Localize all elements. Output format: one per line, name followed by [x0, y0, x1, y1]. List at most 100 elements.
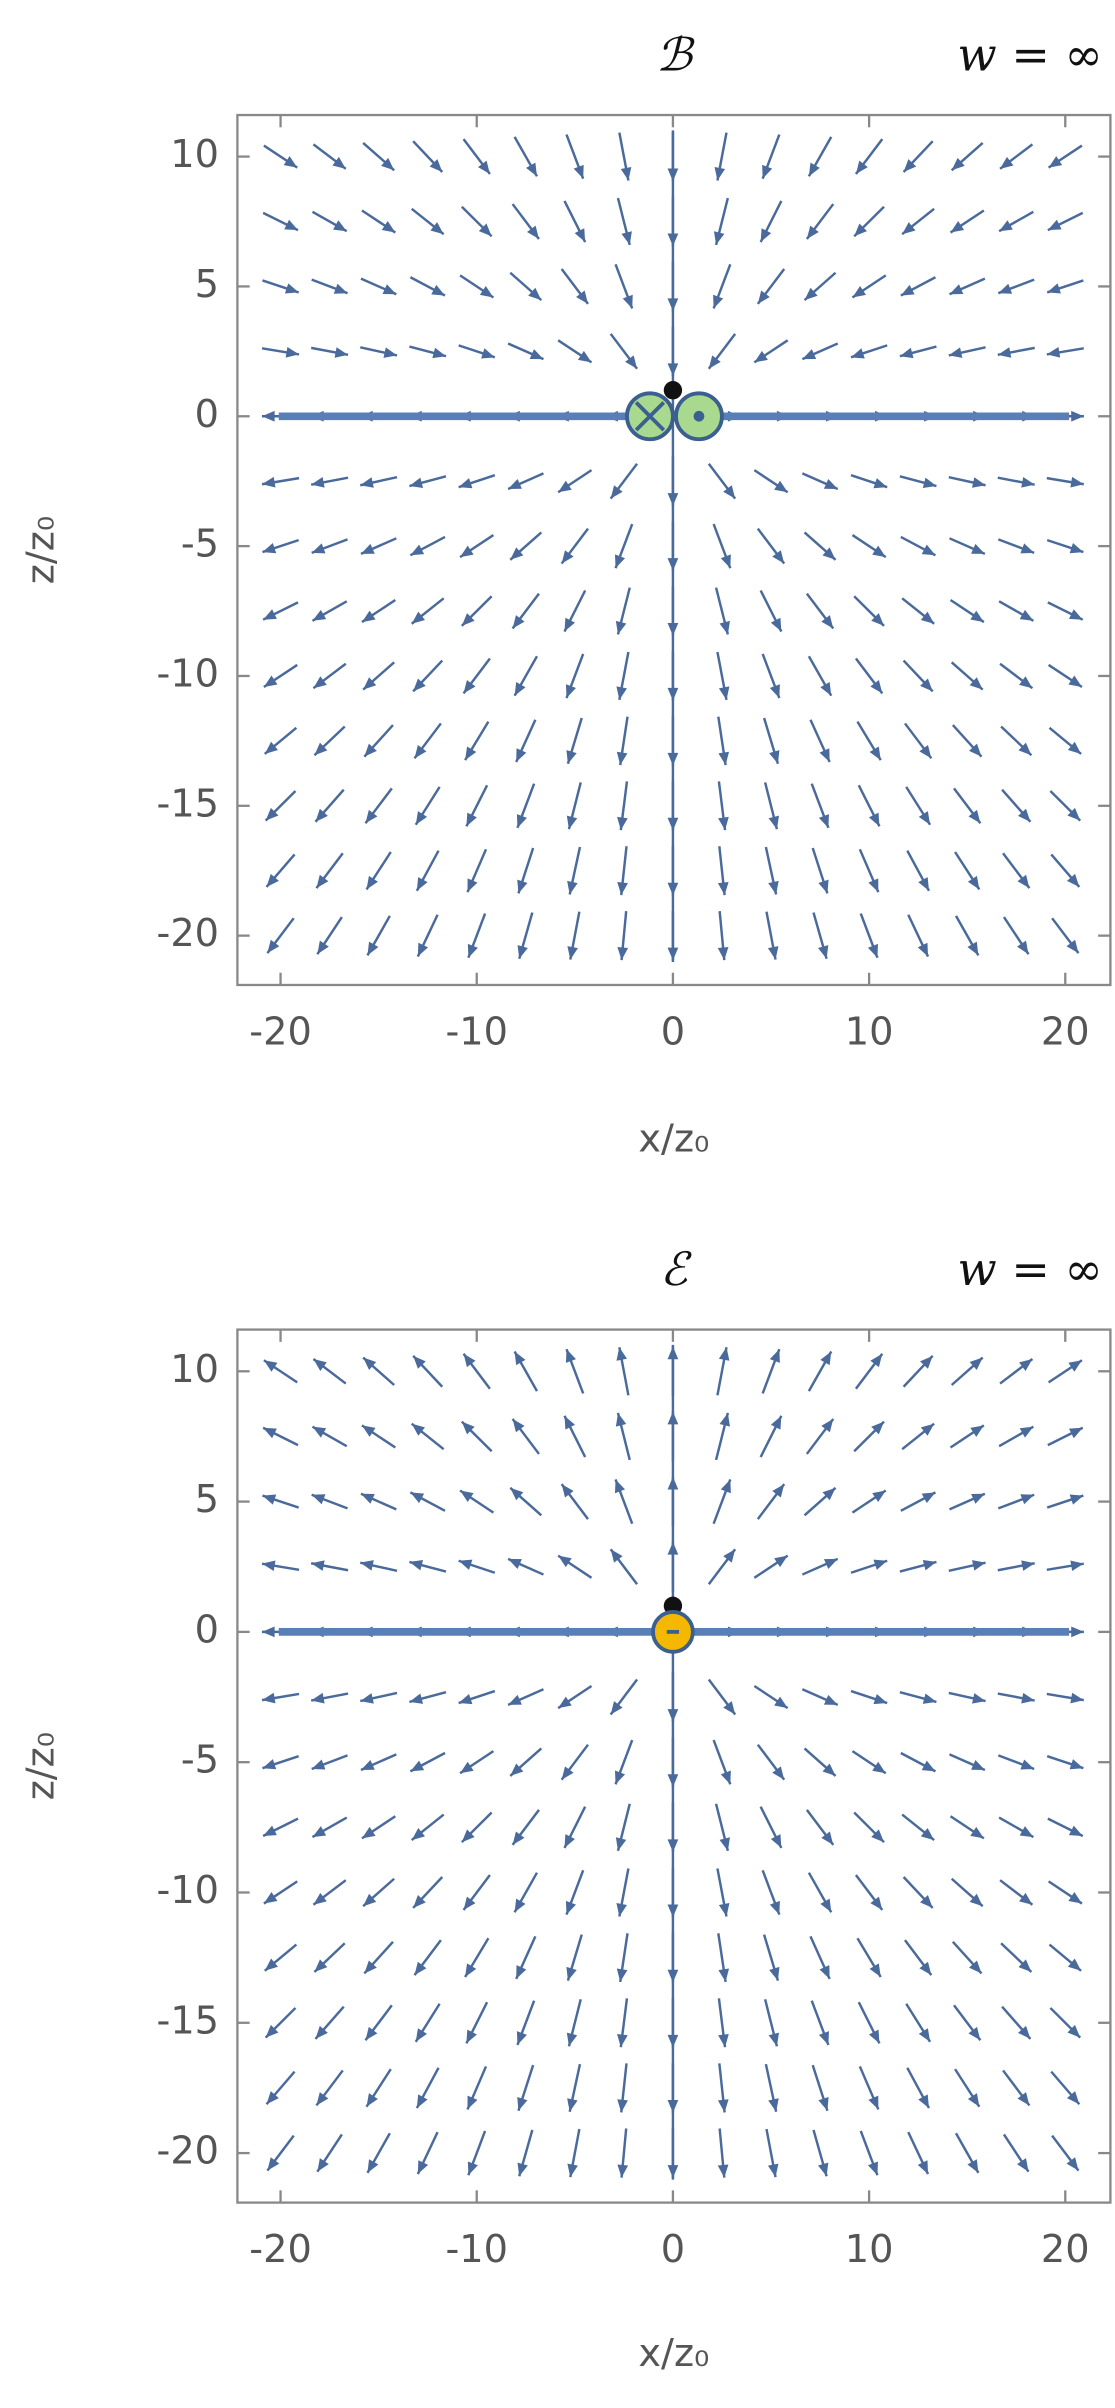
- arrow-head: [512, 615, 525, 629]
- arrow-head: [1071, 1626, 1084, 1638]
- arrow-head: [1019, 676, 1033, 689]
- arrow-head: [808, 162, 820, 177]
- arrow-head: [920, 1895, 933, 1908]
- arrow-head: [718, 816, 729, 831]
- arrow-head: [1017, 2158, 1029, 2172]
- arrow-head: [479, 285, 494, 298]
- arrow-head: [567, 880, 578, 895]
- arrow-head: [769, 1900, 780, 1915]
- arrow-head: [284, 283, 299, 294]
- arrow-head: [508, 1558, 522, 1569]
- x-tick-label: 0: [661, 1009, 685, 1054]
- arrow-head: [576, 290, 589, 304]
- arrow-head: [415, 811, 428, 825]
- arrow-head: [616, 1968, 628, 1982]
- arrow-head: [481, 348, 495, 359]
- arrow-head: [617, 816, 628, 831]
- arrow-head: [311, 1560, 325, 1571]
- x-tick-label: 10: [845, 1009, 894, 1054]
- arrow-head: [717, 881, 729, 896]
- arrow-head: [417, 942, 429, 957]
- arrow-head: [1067, 1958, 1082, 1971]
- arrow-head: [285, 347, 300, 358]
- arrow-head: [870, 1896, 883, 1910]
- arrow-head: [920, 611, 935, 624]
- arrow-head: [1000, 156, 1014, 169]
- arrow-head: [769, 1966, 780, 1981]
- arrow-head: [414, 744, 427, 759]
- arrow-head: [1019, 609, 1034, 621]
- arrow-head: [565, 684, 577, 699]
- arrow-head: [1019, 1426, 1034, 1438]
- arrow-head: [821, 1418, 834, 1433]
- arrow-head: [899, 347, 914, 359]
- arrow-head: [1070, 1560, 1084, 1572]
- x-tick-label: -10: [445, 2227, 507, 2272]
- arrow-head: [770, 1415, 782, 1430]
- arrow-head: [967, 2159, 979, 2173]
- arrow-head: [768, 2098, 779, 2112]
- arrow-head: [514, 1898, 526, 1913]
- arrow-head: [262, 1692, 276, 1704]
- arrow-head: [478, 223, 492, 237]
- arrow-head: [968, 809, 981, 824]
- arrow-head: [266, 2091, 279, 2105]
- arrow-head: [1017, 940, 1029, 955]
- arrow-head: [969, 1893, 983, 1907]
- arrow-head: [1068, 675, 1082, 687]
- arrow-head: [263, 1825, 277, 1837]
- arrow-head: [1017, 808, 1031, 822]
- arrow-head: [872, 1490, 886, 1503]
- chart-title: ℰ: [660, 1242, 692, 1296]
- arrow-head: [614, 1479, 626, 1494]
- arrow-head: [969, 1960, 982, 1974]
- y-tick-label: -20: [157, 911, 219, 956]
- arrow-head: [819, 748, 830, 763]
- arrow-head: [971, 543, 985, 554]
- arrow-head: [615, 1412, 627, 1427]
- arrow-head: [567, 946, 578, 960]
- arrow-head: [312, 1826, 327, 1838]
- arrow-head: [458, 1559, 473, 1570]
- arrow-head: [409, 477, 424, 488]
- arrow-head: [772, 550, 785, 564]
- arrow-head: [900, 284, 915, 296]
- arrow-head: [949, 284, 964, 295]
- arrow-head: [415, 2028, 428, 2042]
- arrow-head: [616, 1903, 627, 1917]
- arrow-head: [823, 1558, 838, 1569]
- arrow-head: [312, 1426, 327, 1438]
- arrow-head: [409, 1693, 424, 1704]
- arrow-head: [573, 164, 584, 179]
- arrow-head: [517, 945, 528, 959]
- arrow-head: [264, 1958, 278, 1971]
- arrow-head: [363, 1357, 377, 1370]
- arrow-head: [719, 1837, 730, 1851]
- arrow-head: [922, 1693, 937, 1704]
- x-tick-label: 20: [1041, 1009, 1090, 1054]
- arrow-head: [919, 1961, 932, 1976]
- arrow-head: [774, 480, 788, 493]
- arrow-head: [615, 1837, 627, 1851]
- arrow-head: [625, 355, 638, 369]
- arrow-head: [514, 682, 526, 696]
- arrow-head: [1069, 543, 1084, 554]
- arrow-head: [717, 946, 729, 961]
- arrow-head: [460, 1761, 474, 1774]
- arrow-head: [411, 1423, 425, 1436]
- arrow-head: [718, 1347, 730, 1361]
- arrow-head: [458, 1693, 473, 1705]
- arrow-head: [768, 815, 780, 830]
- arrow-head: [718, 686, 730, 700]
- arrow-head: [718, 1903, 730, 1917]
- arrow-head: [561, 550, 574, 564]
- arrow-head: [467, 2161, 478, 2176]
- arrow-head: [821, 1831, 834, 1845]
- arrow-head: [610, 1701, 623, 1715]
- arrow-head: [620, 167, 632, 181]
- arrow-head: [719, 1412, 730, 1427]
- arrow-head: [872, 545, 886, 558]
- arrow-head: [360, 543, 375, 554]
- arrow-head: [263, 675, 278, 687]
